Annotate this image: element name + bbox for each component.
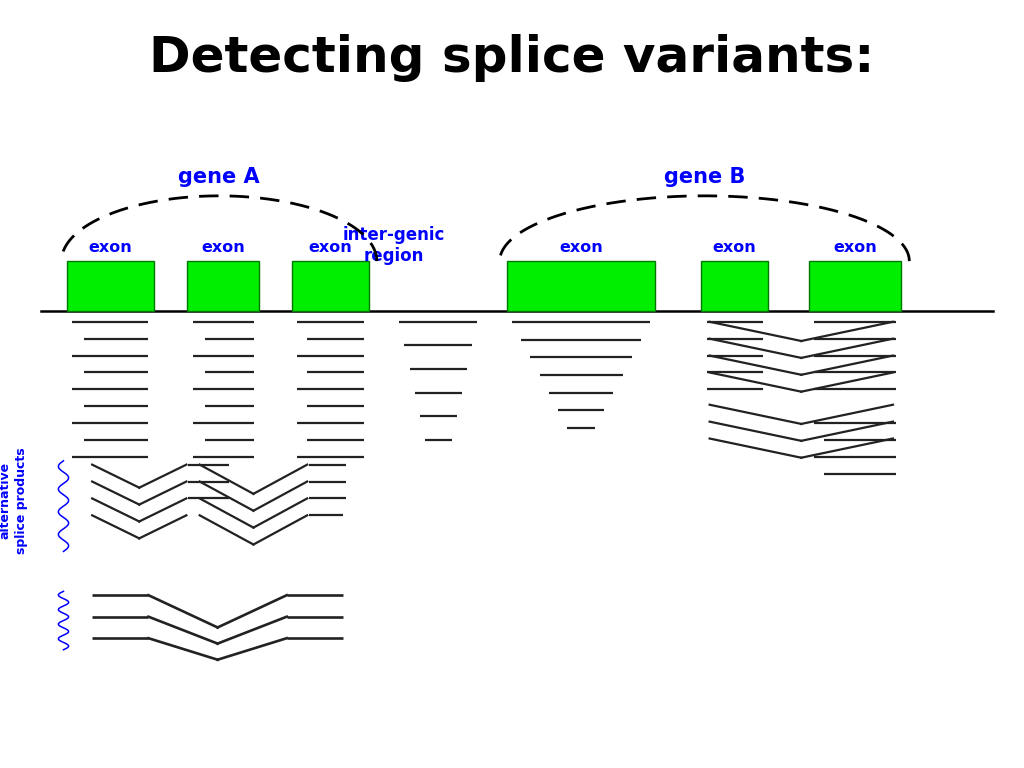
Text: exon: exon bbox=[713, 240, 757, 255]
Bar bbox=[507, 261, 655, 311]
Text: alternative
splice products: alternative splice products bbox=[0, 447, 28, 554]
Text: inter-genic
region: inter-genic region bbox=[343, 227, 445, 265]
Text: exon: exon bbox=[202, 240, 245, 255]
Bar bbox=[187, 261, 259, 311]
Text: exon: exon bbox=[308, 240, 352, 255]
Text: exon: exon bbox=[559, 240, 603, 255]
Text: Detecting splice variants:: Detecting splice variants: bbox=[150, 34, 874, 81]
Text: gene A: gene A bbox=[178, 167, 260, 187]
Text: exon: exon bbox=[834, 240, 877, 255]
Bar bbox=[809, 261, 901, 311]
Bar bbox=[67, 261, 154, 311]
Text: gene B: gene B bbox=[664, 167, 745, 187]
Bar bbox=[701, 261, 768, 311]
Bar bbox=[292, 261, 369, 311]
Text: exon: exon bbox=[88, 240, 132, 255]
